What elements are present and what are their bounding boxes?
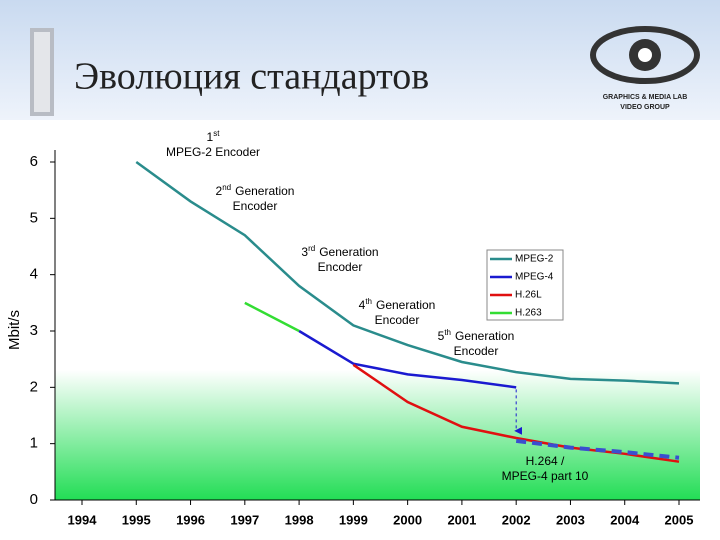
series-line (135, 160, 680, 385)
y-tick-label: 1 (30, 435, 38, 452)
annotation-part: 2 (216, 184, 223, 198)
annotation-sup: nd (222, 183, 231, 192)
annotation-sup: rd (308, 244, 315, 253)
series-line (352, 363, 680, 463)
annotation-part: Generation (455, 329, 514, 343)
plot-bg (55, 370, 700, 500)
x-tick-label: 2002 (502, 512, 531, 527)
annotation: Encoder (233, 199, 278, 213)
y-tick-label: 4 (30, 266, 38, 283)
y-tick-label: 0 (30, 491, 38, 508)
x-tick-label: 2005 (665, 512, 694, 527)
annotation: 3rd Generation (301, 244, 378, 259)
annotation: Encoder (375, 313, 420, 327)
y-tick-label: 5 (30, 209, 38, 226)
x-tick-label: 1995 (122, 512, 151, 527)
y-tick-label: 6 (30, 153, 38, 170)
annotation-part: 1 (207, 130, 214, 144)
annotation-part: Generation (319, 245, 378, 259)
annotation-part: Generation (376, 298, 435, 312)
annotation: 5th Generation (438, 328, 515, 343)
annotation: MPEG-4 part 10 (502, 469, 589, 483)
y-axis-label: Mbit/s (6, 310, 23, 350)
annotation-sup: th (365, 297, 372, 306)
legend (486, 249, 564, 321)
annotation-part: 3 (301, 245, 308, 259)
annotation-part: Generation (235, 184, 294, 198)
x-tick-label: 2000 (393, 512, 422, 527)
annotation-part: 5 (438, 329, 445, 343)
annotation: 1st (207, 129, 221, 144)
annotation: H.264 / (526, 454, 565, 468)
annotation: Encoder (318, 260, 363, 274)
logo-text: GRAPHICS & MEDIA LAB (603, 94, 688, 101)
series-line (244, 301, 300, 333)
annotation: 2nd Generation (216, 183, 295, 198)
annotation: Encoder (454, 344, 499, 358)
y-tick-label: 2 (30, 378, 38, 395)
header-bg (0, 0, 720, 120)
annotation-sup: st (213, 129, 220, 138)
y-tick-label: 3 (30, 322, 38, 339)
logo: GRAPHICS & MEDIA LAB VIDEO GROUP (590, 26, 700, 111)
deco-bar (34, 32, 50, 112)
slide-title: Эволюция стандартов (74, 56, 429, 98)
x-tick-label: 1997 (230, 512, 259, 527)
annotation: MPEG-2 Encoder (166, 145, 260, 159)
x-tick-label: 2004 (610, 512, 640, 527)
legend-label: H.26L (515, 290, 542, 301)
x-tick-label: 1998 (285, 512, 314, 527)
annotation-sup: th (444, 328, 451, 337)
annotation-part: 4 (359, 298, 366, 312)
annotation-part: H.264 / (526, 454, 565, 468)
series-line (298, 329, 517, 389)
legend-label: H.263 (515, 308, 542, 319)
x-tick-label: 2001 (447, 512, 476, 527)
legend-label: MPEG-2 (515, 254, 554, 265)
series-line (515, 438, 680, 460)
x-tick-label: 1996 (176, 512, 205, 527)
x-tick-label: 1994 (68, 512, 98, 527)
legend-label: MPEG-4 (515, 272, 554, 283)
logo-text: VIDEO GROUP (620, 104, 670, 111)
annotation: 4th Generation (359, 297, 436, 312)
x-tick-label: 1999 (339, 512, 368, 527)
x-tick-label: 2003 (556, 512, 585, 527)
